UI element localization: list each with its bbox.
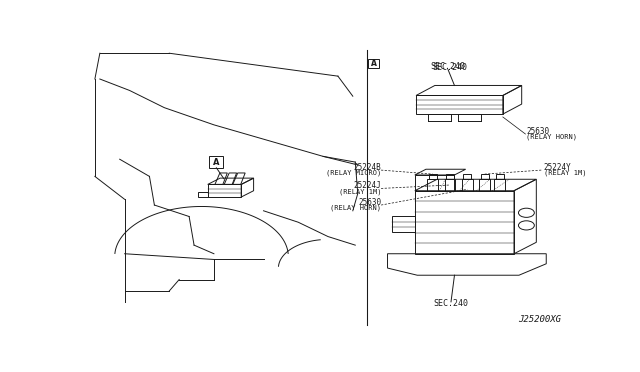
Text: 25224B: 25224B [353,163,381,172]
Text: (RELAY HORN): (RELAY HORN) [330,205,381,211]
Text: (RELAY 1M): (RELAY 1M) [544,170,586,176]
Text: 25630: 25630 [527,126,550,136]
Text: J25200XG: J25200XG [518,315,561,324]
Text: 25224J: 25224J [353,181,381,190]
Text: 25224Y: 25224Y [544,163,572,172]
Text: (RELAY HORN): (RELAY HORN) [527,134,577,140]
Text: A: A [371,59,376,68]
Text: SEC.240: SEC.240 [431,62,465,71]
Text: A: A [213,158,220,167]
Text: (RELAY 1M): (RELAY 1M) [339,188,381,195]
Text: (RELAY MICRO): (RELAY MICRO) [326,170,381,176]
Text: 25630: 25630 [358,198,381,207]
Text: SEC.240: SEC.240 [432,63,467,72]
Text: SEC.240: SEC.240 [433,299,468,308]
